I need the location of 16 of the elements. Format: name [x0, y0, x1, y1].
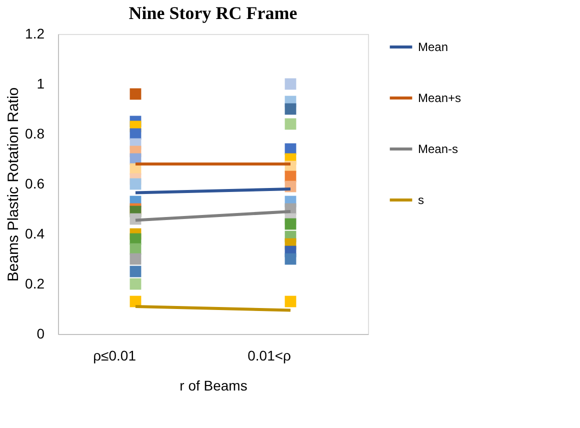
legend-label: Mean-s	[418, 142, 458, 156]
y-tick-label: 0.8	[25, 126, 45, 142]
legend-label: Mean+s	[418, 91, 462, 105]
y-tick-label: 1.2	[25, 26, 45, 42]
chart-title: Nine Story RC Frame	[128, 3, 298, 23]
legend-label: Mean	[418, 40, 448, 54]
y-tick-label: 0.2	[25, 276, 45, 292]
y-tick-label: 0	[36, 326, 45, 342]
legend-label: s	[418, 193, 424, 207]
x-tick-label: 0.01<ρ	[248, 348, 292, 364]
x-tick-label: ρ≤0.01	[93, 348, 136, 364]
y-tick-label: 1	[36, 76, 45, 92]
x-axis-title: r of Beams	[180, 378, 248, 394]
y-tick-label: 0.6	[25, 176, 45, 192]
y-tick-label: 0.4	[25, 226, 45, 242]
y-axis-title: Beams Plastic Rotation Ratio	[5, 87, 22, 282]
